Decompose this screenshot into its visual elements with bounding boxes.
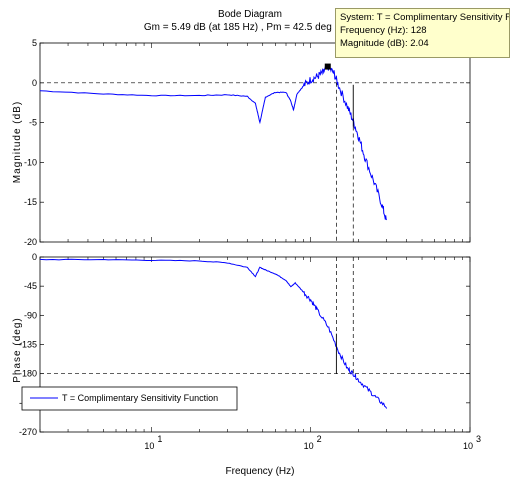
magnitude-series-line	[39, 64, 388, 221]
phase-series-line	[39, 258, 388, 409]
phase-ytick-label: -90	[24, 310, 37, 320]
phase-ytick-label: -135	[19, 340, 37, 350]
phase-ytick-label: -270	[19, 427, 37, 437]
datatip-frequency: Frequency (Hz): 128	[340, 25, 427, 36]
datatip-system: System: T = Complimentary Sensitivity Fu…	[340, 12, 509, 23]
magnitude-ytick-label: -15	[24, 197, 37, 207]
chart-subtitle: Gm = 5.49 dB (at 185 Hz) , Pm = 42.5 deg…	[144, 22, 361, 33]
legend[interactable]: T = Complimentary Sensitivity Function	[21, 386, 238, 411]
legend-entry: T = Complimentary Sensitivity Function	[62, 393, 218, 403]
magnitude-ytick-label: -20	[24, 237, 37, 247]
datatip[interactable]: System: T = Complimentary Sensitivity Fu…	[335, 8, 510, 58]
x-tick-label: 10	[304, 441, 314, 451]
datatip-marker	[324, 63, 331, 70]
x-tick-label: 10	[144, 441, 154, 451]
x-tick-exponent: 1	[157, 434, 162, 444]
magnitude-ytick-label: -5	[29, 118, 37, 128]
magnitude-frame	[39, 42, 471, 243]
x-tick-label: 10	[463, 441, 473, 451]
x-axis-label: Frequency (Hz)	[226, 466, 295, 477]
x-tick-exponent: 2	[317, 434, 322, 444]
magnitude-ytick-label: 0	[32, 78, 37, 88]
phase-ytick-label: -45	[24, 281, 37, 291]
phase-ytick-label: 0	[32, 252, 37, 262]
chart-title: Bode Diagram	[218, 9, 282, 20]
x-tick-exponent: 3	[476, 434, 481, 444]
magnitude-ytick-label: -10	[24, 157, 37, 167]
magnitude-ylabel: Magnitude (dB)	[12, 101, 23, 183]
magnitude-axes[interactable]: 5 0 -5 -10 -15 -20	[24, 38, 471, 247]
legend-box	[21, 386, 238, 411]
datatip-magnitude: Magnitude (dB): 2.04	[340, 38, 429, 49]
magnitude-ytick-label: 5	[32, 38, 37, 48]
phase-ylabel: Phase (deg)	[12, 317, 23, 382]
phase-ytick-label: -180	[19, 369, 37, 379]
